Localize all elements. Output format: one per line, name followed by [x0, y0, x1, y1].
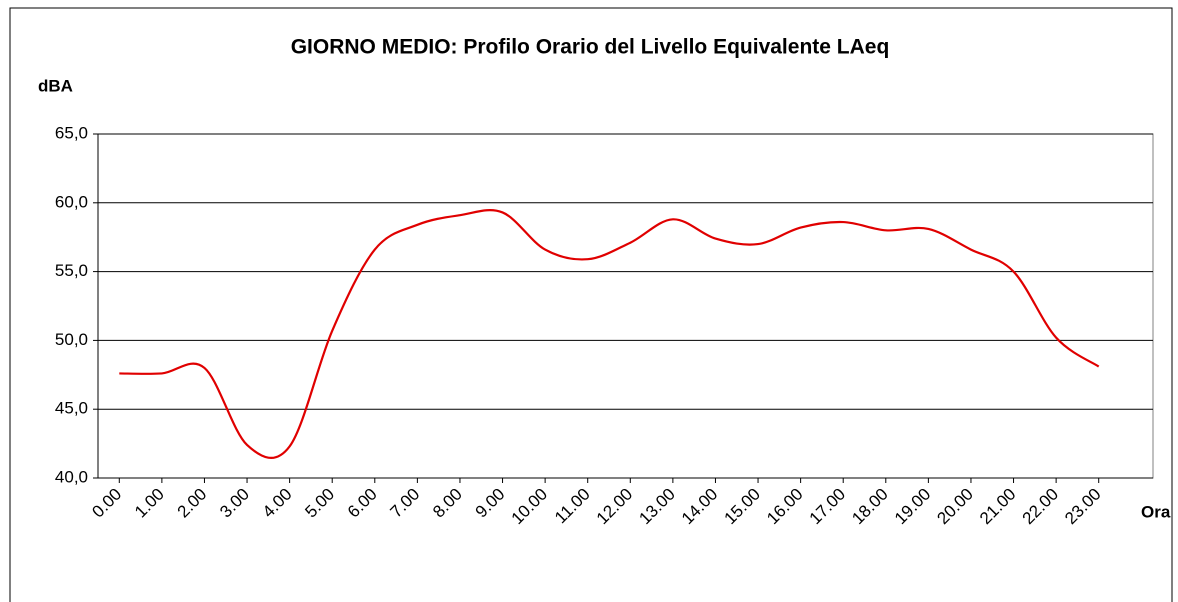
- plot-area: [97, 133, 1154, 479]
- chart-title: GIORNO MEDIO: Profilo Orario del Livello…: [291, 36, 890, 59]
- y-axis-label: dBA: [38, 76, 73, 95]
- line: [119, 209, 1100, 459]
- y-tick-label: 60,0: [55, 192, 88, 211]
- y-tick-label: 55,0: [55, 261, 88, 280]
- y-tick-label: 65,0: [55, 123, 88, 142]
- y-tick-label: 45,0: [55, 399, 88, 418]
- y-tick-label: 40,0: [55, 467, 88, 486]
- y-tick-label: 50,0: [55, 330, 88, 349]
- x-axis-label: Ora: [1141, 502, 1171, 521]
